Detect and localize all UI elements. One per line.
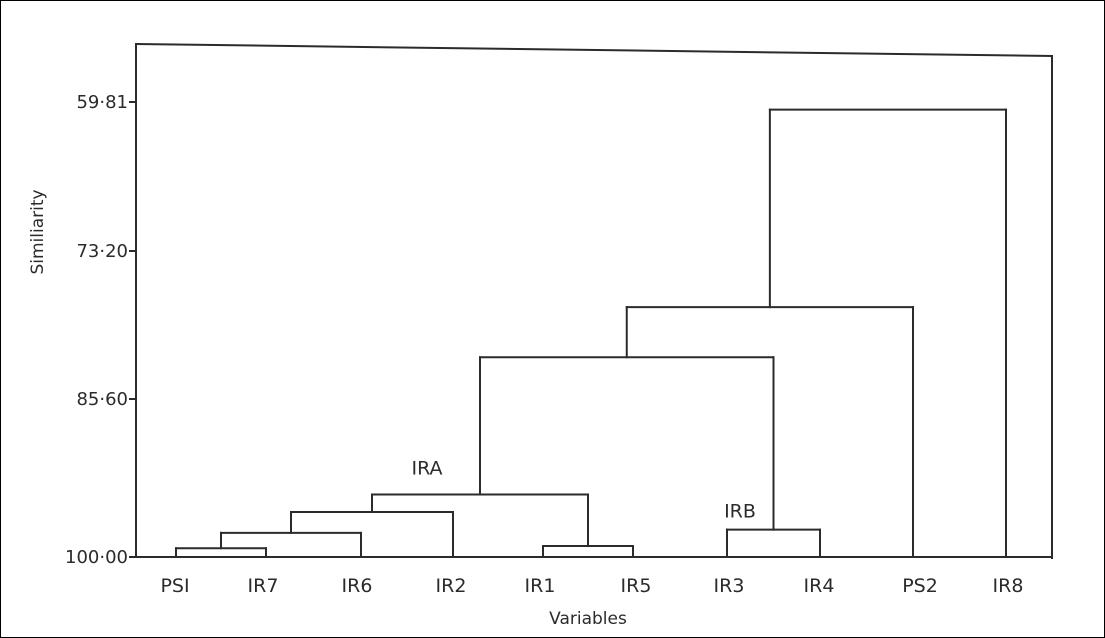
merge-link	[290, 511, 454, 558]
leaf-label-ir3: IR3	[714, 575, 745, 597]
merge-link	[625, 306, 914, 558]
leaf-label-ir6: IR6	[342, 575, 373, 597]
cluster-label-ira: IRA	[411, 457, 442, 479]
x-axis-label: Variables	[549, 609, 627, 629]
merge-link	[726, 528, 821, 558]
merge-link	[768, 108, 1007, 558]
leaf-label-ir7: IR7	[248, 575, 279, 597]
merge-link	[542, 545, 634, 558]
leaf-label-ps2: PS2	[902, 575, 938, 597]
merge-link	[371, 493, 589, 548]
leaf-label-psi: PSI	[160, 575, 189, 597]
merge-link	[220, 531, 362, 558]
y-tick-label: 100·00	[65, 547, 128, 568]
cluster-label-irb: IRB	[724, 501, 756, 523]
leaf-label-ir8: IR8	[993, 575, 1024, 597]
y-axis-label: Similiarity	[28, 189, 48, 274]
merge-link	[175, 547, 267, 558]
y-tick-label: 59·81	[76, 92, 128, 113]
leaf-label-ir2: IR2	[436, 575, 467, 597]
leaf-label-ir1: IR1	[525, 575, 556, 597]
leaf-label-ir4: IR4	[804, 575, 835, 597]
frame-top-line	[134, 42, 1054, 58]
y-tick-label: 85·60	[76, 389, 128, 410]
y-tick-label: 73·20	[76, 241, 128, 262]
leaf-label-ir5: IR5	[621, 575, 652, 597]
